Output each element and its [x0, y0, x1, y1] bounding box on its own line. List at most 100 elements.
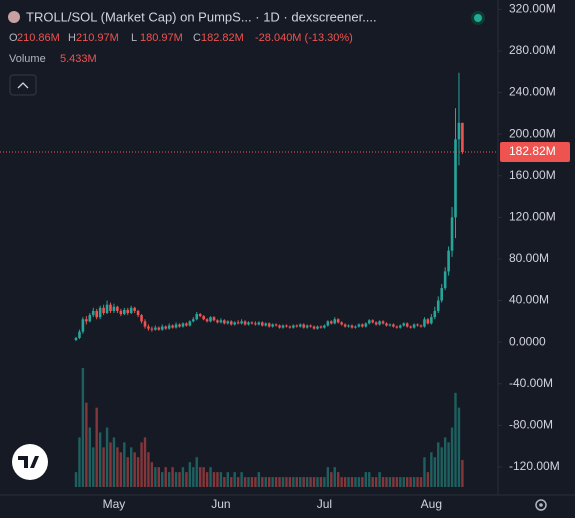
- volume-title: Volume: [9, 53, 46, 65]
- candle-body: [381, 321, 385, 324]
- volume-bar: [233, 472, 236, 487]
- ohlc-key: H: [68, 32, 76, 44]
- volume-bar: [381, 477, 385, 487]
- candle-body: [74, 337, 78, 341]
- volume-bar: [316, 477, 319, 487]
- volume-bar: [347, 477, 350, 487]
- candle-body: [147, 326, 150, 329]
- candle-body: [416, 324, 419, 326]
- ohlc-key: L: [131, 32, 137, 44]
- candle-body: [305, 325, 309, 328]
- volume-bar: [140, 442, 143, 487]
- candle-body: [336, 319, 340, 323]
- candle-body: [378, 321, 381, 325]
- candle-body: [198, 314, 202, 317]
- candle-body: [371, 320, 374, 323]
- candle-body: [440, 288, 443, 301]
- y-tick-label: -120.00M: [509, 459, 560, 473]
- y-tick-label: -80.00M: [509, 417, 553, 431]
- candle-body: [316, 326, 319, 329]
- candle-body: [178, 324, 181, 327]
- volume-bar: [164, 467, 167, 487]
- volume-bar: [440, 447, 443, 487]
- candle-body: [326, 321, 330, 326]
- candle-body: [160, 326, 164, 330]
- collapse-button[interactable]: [9, 74, 37, 96]
- logo: [18, 456, 39, 468]
- candle-body: [395, 326, 399, 328]
- volume-bar: [150, 462, 154, 487]
- volume-bar: [454, 392, 457, 487]
- candle-body: [233, 322, 236, 325]
- volume-bar: [219, 472, 223, 487]
- candle-body: [319, 326, 323, 328]
- ohlc-value: 210.86M: [17, 32, 60, 44]
- candle-body: [278, 325, 281, 328]
- volume-bar: [143, 437, 147, 487]
- volume-bar: [261, 477, 264, 487]
- candle-body: [409, 326, 412, 328]
- volume-bar: [337, 472, 340, 487]
- candle-body: [243, 321, 247, 325]
- volume-bar: [95, 407, 98, 487]
- change-label: -28.040M (-13.30%): [255, 32, 353, 44]
- candle-body: [185, 323, 188, 326]
- candle-body: [295, 325, 299, 327]
- logo-badge: [12, 444, 48, 480]
- x-tick-label: Jun: [211, 497, 230, 511]
- volume-bar: [406, 477, 409, 487]
- candle-body: [323, 325, 326, 328]
- candle-body: [267, 323, 271, 327]
- candle-body: [367, 320, 371, 324]
- volume-bar: [268, 477, 271, 487]
- candle-body: [254, 323, 257, 325]
- last-price-label: 182.82M: [509, 144, 556, 158]
- candle-body: [264, 323, 268, 326]
- volume-bar: [292, 477, 295, 487]
- volume-bar: [285, 477, 288, 487]
- volume-bar: [457, 407, 461, 487]
- candle-body: [205, 319, 209, 322]
- volume-bar: [154, 467, 157, 487]
- candle-body: [361, 324, 364, 327]
- candle-body: [419, 325, 423, 327]
- candle-body: [450, 217, 454, 251]
- volume-bar: [133, 452, 136, 487]
- ohlc-value: 210.97M: [76, 32, 119, 44]
- y-tick-label: 40.00M: [509, 293, 549, 307]
- volume-bar: [188, 462, 192, 487]
- settings-icon[interactable]: [535, 499, 547, 511]
- candle-body: [247, 322, 250, 325]
- candle-body: [229, 321, 233, 325]
- volume-bar: [402, 477, 405, 487]
- volume-bar: [147, 452, 150, 487]
- candle-body: [236, 322, 240, 324]
- candle-body: [133, 307, 136, 311]
- candle-body: [330, 321, 333, 324]
- candle-body: [405, 323, 409, 327]
- candle-body: [112, 306, 116, 311]
- candle-body: [188, 321, 192, 326]
- candle-body: [85, 319, 88, 322]
- volume-bar: [81, 368, 85, 487]
- volume-bar: [350, 477, 354, 487]
- volume-bar: [437, 442, 440, 487]
- volume-bar: [354, 477, 357, 487]
- candle-body: [399, 325, 402, 328]
- volume-bar: [271, 477, 274, 487]
- candle-body: [123, 309, 126, 315]
- candle-body: [343, 324, 347, 327]
- ohlc-key: O: [9, 32, 18, 44]
- candle-body: [292, 325, 295, 328]
- volume-bar: [178, 472, 181, 487]
- candle-body: [447, 250, 450, 272]
- volume-bar: [136, 457, 140, 487]
- y-tick-label: 320.00M: [509, 2, 556, 16]
- volume-bar: [295, 477, 298, 487]
- volume-bar: [399, 477, 402, 487]
- y-tick-label: 240.00M: [509, 85, 556, 99]
- candle-body: [136, 310, 140, 316]
- candle-body: [333, 319, 337, 324]
- volume-bar: [309, 477, 312, 487]
